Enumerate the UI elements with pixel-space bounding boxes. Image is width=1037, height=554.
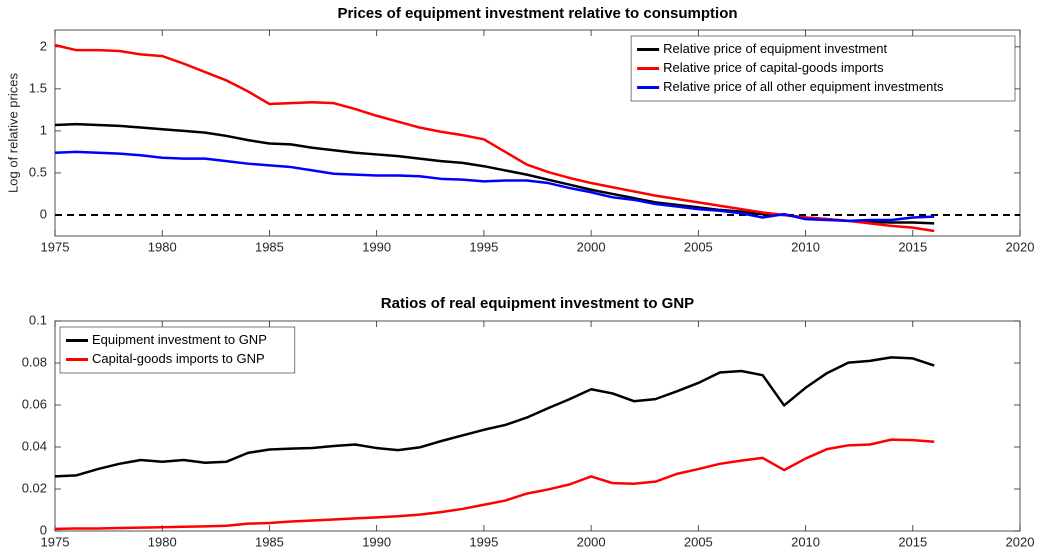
legend-label: Relative price of all other equipment in… xyxy=(663,79,944,94)
x-tick-label: 1985 xyxy=(255,534,284,549)
x-tick-label: 1995 xyxy=(469,239,498,254)
x-tick-label: 1995 xyxy=(469,534,498,549)
x-tick-label: 1980 xyxy=(148,534,177,549)
legend-box xyxy=(630,35,1016,102)
y-axis-label: Log of relative prices xyxy=(5,73,20,193)
x-tick-label: 1985 xyxy=(255,239,284,254)
chart-title: Prices of equipment investment relative … xyxy=(337,5,737,22)
y-tick-label: 0.02 xyxy=(22,480,47,495)
y-tick-label: 0.06 xyxy=(22,396,47,411)
y-tick-label: 0.5 xyxy=(29,164,47,179)
y-tick-label: 0 xyxy=(40,206,47,221)
chart-title: Ratios of real equipment investment to G… xyxy=(381,295,694,312)
legend-label: Equipment investment to GNP xyxy=(92,332,267,347)
legend: Equipment investment to GNP Capital-goods… xyxy=(59,326,296,374)
x-tick-label: 2000 xyxy=(577,239,606,254)
x-tick-label: 1990 xyxy=(362,534,391,549)
legend-label: Capital-goods imports to GNP xyxy=(92,351,265,366)
y-tick-label: 1 xyxy=(40,122,47,137)
legend-label: Relative price of equipment investment xyxy=(663,41,887,56)
series-line xyxy=(54,150,935,223)
legend-box xyxy=(59,326,296,374)
y-tick-label: 0 xyxy=(40,522,47,537)
legend-label: Relative price of capital-goods imports xyxy=(663,60,884,75)
series-line xyxy=(54,438,935,531)
y-tick-label: 2 xyxy=(40,38,47,53)
x-tick-label: 2010 xyxy=(791,534,820,549)
x-tick-label: 1980 xyxy=(148,239,177,254)
x-tick-label: 2005 xyxy=(684,534,713,549)
y-tick-label: 0.1 xyxy=(29,312,47,327)
x-tick-label: 1975 xyxy=(41,534,70,549)
legend: Relative price of equipment investment Re… xyxy=(630,35,1016,102)
y-tick-label: 0.04 xyxy=(22,438,47,453)
x-tick-label: 2020 xyxy=(1006,534,1035,549)
x-tick-label: 1990 xyxy=(362,239,391,254)
y-tick-label: 1.5 xyxy=(29,80,47,95)
x-tick-label: 2015 xyxy=(898,239,927,254)
x-tick-label: 2010 xyxy=(791,239,820,254)
x-tick-label: 2000 xyxy=(577,534,606,549)
series-line xyxy=(54,356,935,478)
x-tick-label: 1975 xyxy=(41,239,70,254)
x-tick-label: 2020 xyxy=(1006,239,1035,254)
x-tick-label: 2015 xyxy=(898,534,927,549)
y-tick-label: 0.08 xyxy=(22,354,47,369)
x-tick-label: 2005 xyxy=(684,239,713,254)
